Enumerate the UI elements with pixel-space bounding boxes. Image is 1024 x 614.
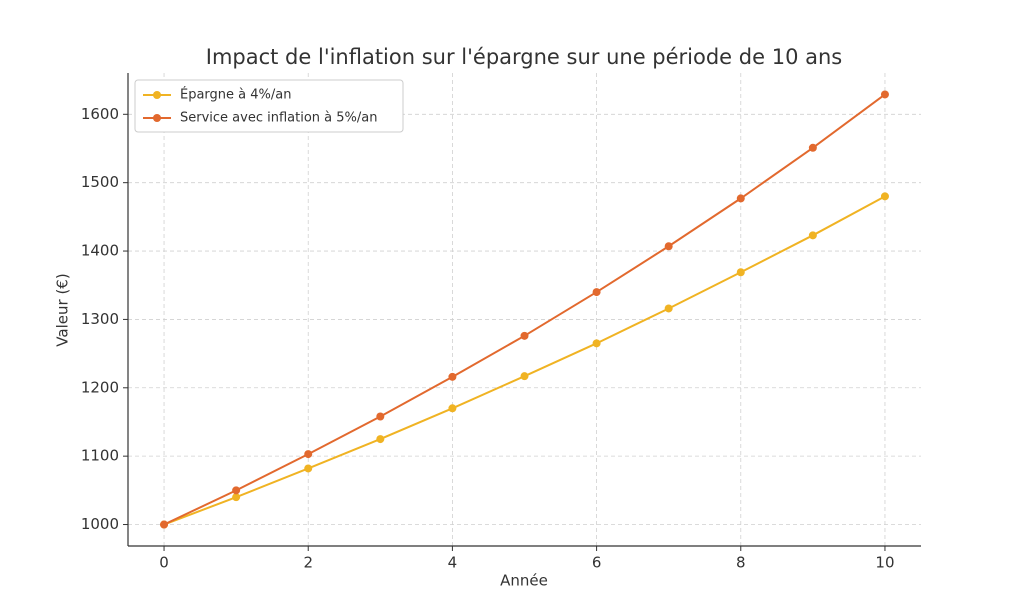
legend-label: Épargne à 4%/an (180, 87, 291, 103)
data-point (880, 90, 889, 99)
x-tick-label: 10 (875, 554, 894, 572)
data-point (232, 493, 241, 502)
legend-box (134, 79, 404, 133)
data-point (592, 288, 601, 297)
data-point (880, 192, 889, 201)
data-point (160, 520, 169, 529)
data-point (664, 304, 673, 313)
data-point (232, 486, 241, 495)
y-tick-label: 1000 (81, 515, 119, 533)
legend-label: Service avec inflation à 5%/an (180, 111, 377, 126)
chart-title: Impact de l'inflation sur l'épargne sur … (206, 45, 842, 69)
data-point (304, 450, 313, 459)
x-tick-label: 4 (448, 554, 458, 572)
data-point (808, 143, 817, 152)
data-point (520, 331, 529, 340)
data-point (448, 404, 457, 413)
data-point (304, 464, 313, 473)
y-tick-label: 1600 (81, 105, 119, 123)
data-point (736, 268, 745, 277)
legend-marker (153, 91, 161, 99)
legend-marker (153, 114, 161, 122)
x-tick-label: 8 (736, 554, 746, 572)
y-tick-label: 1200 (81, 378, 119, 396)
y-tick-label: 1500 (81, 173, 119, 191)
data-point (376, 412, 385, 421)
y-tick-label: 1100 (81, 447, 119, 465)
data-point (808, 231, 817, 240)
legend: Épargne à 4%/an Service avec inflation à … (134, 79, 404, 133)
x-tick-label: 6 (592, 554, 602, 572)
y-tick-label: 1400 (81, 242, 119, 260)
y-axis-label: Valeur (€) (54, 273, 72, 346)
data-point (736, 194, 745, 203)
data-point (664, 242, 673, 251)
data-point (448, 372, 457, 381)
x-axis-label: Année (500, 572, 548, 590)
data-point (520, 372, 529, 381)
y-tick-label: 1300 (81, 310, 119, 328)
data-point (376, 435, 385, 444)
x-tick-label: 0 (159, 554, 169, 572)
x-tick-label: 2 (303, 554, 313, 572)
data-point (592, 339, 601, 348)
